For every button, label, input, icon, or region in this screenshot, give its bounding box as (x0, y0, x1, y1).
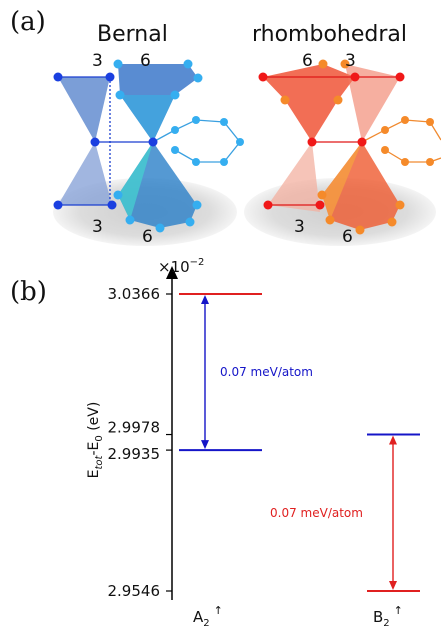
rhombohedral-num-top-right: 3 (345, 51, 356, 71)
x-category-label: A2↑ (193, 604, 223, 628)
rhombohedral-cone-lower-left (268, 142, 320, 212)
rhombohedral-num-top-left: 6 (302, 51, 313, 71)
rhombohedral-structure: rhombohedral 6 3 (244, 22, 441, 247)
y-tick-label: 2.9546 (108, 582, 161, 600)
rhombohedral-cone-upper-right (345, 64, 400, 142)
bernal-num-top-left: 3 (92, 51, 103, 71)
bernal-cone-lower-left (58, 142, 112, 205)
panel-a-label: (a) (10, 7, 46, 37)
y-tick-label: 3.0366 (108, 285, 161, 303)
rhombohedral-num-bottom-right: 6 (342, 227, 353, 247)
bernal-cone-lower-right (118, 142, 197, 228)
bernal-title: Bernal (97, 22, 168, 47)
y-axis-arrowhead (166, 266, 178, 279)
bernal-structure: Bernal (53, 22, 244, 247)
rhombohedral-cone-lower-right (322, 142, 400, 230)
energy-gap-annotation: 0.07 meV/atom (270, 506, 363, 520)
y-tick-label: 2.9978 (108, 419, 161, 437)
panel-b-label: (b) (10, 277, 47, 307)
x-category-label: B2↑ (373, 604, 403, 628)
y-tick-label: 2.9935 (108, 445, 161, 463)
rhombohedral-num-bottom-left: 3 (294, 217, 305, 237)
y-axis-label: Etot-E0 (eV) (86, 402, 105, 479)
rhombohedral-title: rhombohedral (252, 22, 407, 47)
y-multiplier: ×10−2 (158, 257, 204, 276)
energy-level-chart: ×10−2 3.0366 2.9978 2.9935 2.9546 0.07 meV/… (86, 257, 420, 628)
bernal-num-bottom-left: 3 (92, 217, 103, 237)
bernal-num-bottom-right: 6 (142, 227, 153, 247)
rhombohedral-cone-upper-left (263, 64, 355, 142)
energy-gap-annotation: 0.07 meV/atom (220, 365, 313, 379)
bernal-num-top-right: 6 (140, 51, 151, 71)
bernal-cone-upper-left (58, 77, 110, 142)
